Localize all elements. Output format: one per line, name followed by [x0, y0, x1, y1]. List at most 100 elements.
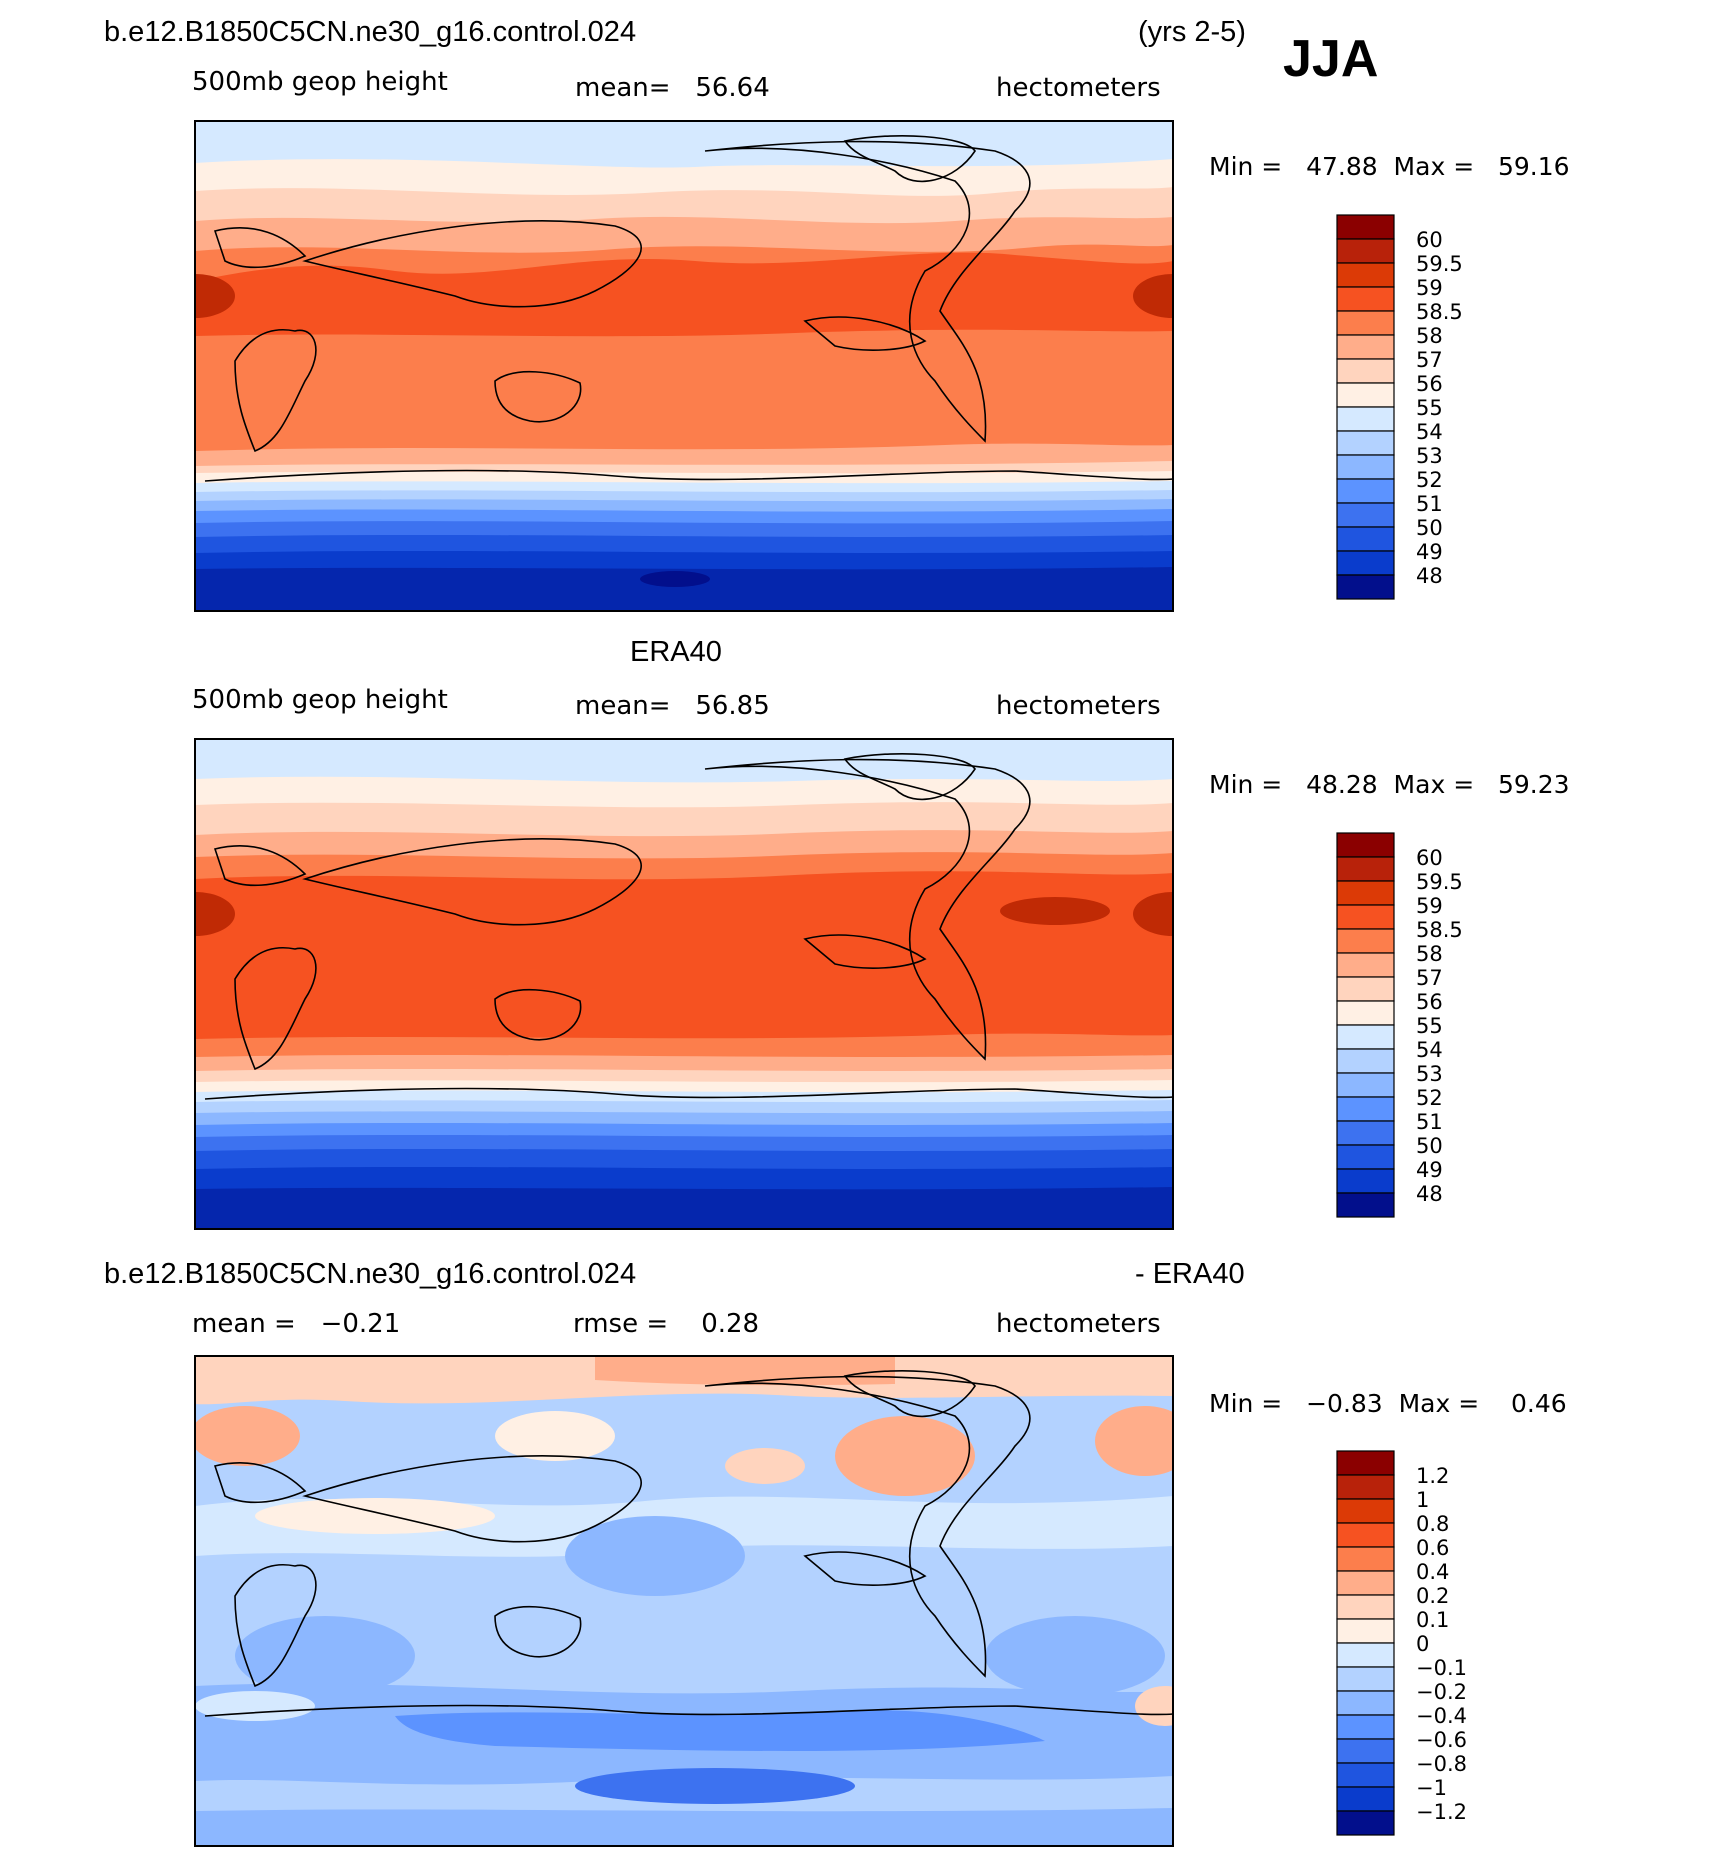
contour-field [195, 1356, 1173, 1846]
colorbar-tick-label: 55 [1416, 396, 1443, 420]
colorbar-box [1336, 1738, 1395, 1764]
contour-max [1133, 892, 1173, 936]
colorbar-tick-label: 0.2 [1416, 1584, 1449, 1608]
panel-header-center: ERA40 [630, 636, 722, 668]
colorbar-tick-label: 53 [1416, 444, 1443, 468]
contour-field [195, 739, 1173, 1229]
contour-band-46 [195, 1187, 1173, 1229]
colorbar-box [1336, 1690, 1395, 1716]
colorbar-box [1336, 1546, 1395, 1572]
colorbar-tick-label: 59.5 [1416, 252, 1463, 276]
colorbar-box [1336, 1642, 1395, 1668]
colorbar-box [1336, 1192, 1395, 1218]
colorbar-box [1336, 502, 1395, 528]
colorbar-tick-label: −0.6 [1416, 1728, 1467, 1752]
panel-stat-mean: mean= 56.85 [575, 691, 770, 721]
colorbar-box [1336, 1000, 1395, 1026]
colorbar-tick-label: 54 [1416, 420, 1443, 444]
colorbar-tick-label: 50 [1416, 516, 1443, 540]
contour-blob [565, 1516, 745, 1596]
colorbar-tick-label: 56 [1416, 990, 1443, 1014]
colorbar-tick-label: 52 [1416, 468, 1443, 492]
colorbar-box [1336, 1570, 1395, 1596]
contour-blob [575, 1768, 855, 1804]
panel-header-right: - ERA40 [1135, 1258, 1245, 1290]
colorbar-box [1336, 382, 1395, 408]
panel-header-left: b.e12.B1850C5CN.ne30_g16.control.024 [104, 16, 636, 48]
colorbar-box [1336, 1594, 1395, 1620]
contour-min [640, 571, 710, 587]
colorbar-tick-label: 57 [1416, 966, 1443, 990]
colorbar-box [1336, 1474, 1395, 1500]
panel-header-left: b.e12.B1850C5CN.ne30_g16.control.024 [104, 1258, 636, 1290]
panel-stat-rmse: rmse = 0.28 [573, 1309, 759, 1339]
panel-minmax: Min = 48.28 Max = 59.23 [1209, 770, 1570, 799]
colorbar-box [1336, 928, 1395, 954]
panel-minmax: Min = 47.88 Max = 59.16 [1209, 152, 1570, 181]
colorbar-tick-label: 59.5 [1416, 870, 1463, 894]
colorbar-tick-label: 58.5 [1416, 918, 1463, 942]
contour-blob [255, 1498, 495, 1534]
colorbar-tick-label: 0 [1416, 1632, 1429, 1656]
colorbar-tick-label: 48 [1416, 1182, 1443, 1206]
colorbar-tick-label: −0.2 [1416, 1680, 1467, 1704]
colorbar-box [1336, 976, 1395, 1002]
colorbar-box [1336, 1168, 1395, 1194]
contour-blob [195, 1691, 315, 1721]
colorbar-tick-label: 0.8 [1416, 1512, 1449, 1536]
map-frame [194, 738, 1174, 1230]
contour-blob [195, 1406, 300, 1466]
colorbar-tick-label: 49 [1416, 1158, 1443, 1182]
colorbar-box [1336, 904, 1395, 930]
colorbar-box [1336, 454, 1395, 480]
colorbar-tick-label: 51 [1416, 492, 1443, 516]
colorbar-tick-label: 50 [1416, 1134, 1443, 1158]
map-plot [194, 120, 1174, 612]
panel-obs: ERA40 500mb geop height mean= 56.85 hect… [192, 636, 1570, 1230]
colorbar-tick-label: 56 [1416, 372, 1443, 396]
contour-max [195, 274, 235, 318]
panel-units: hectometers [996, 1309, 1161, 1339]
colorbar-box [1336, 1072, 1395, 1098]
colorbar-box [1336, 1714, 1395, 1740]
colorbar-tick-label: 54 [1416, 1038, 1443, 1062]
contour-max [1000, 897, 1110, 925]
colorbar-tick-label: 58 [1416, 324, 1443, 348]
colorbar-box [1336, 358, 1395, 384]
colorbar-box [1336, 214, 1395, 240]
colorbar-tick-label: 55 [1416, 1014, 1443, 1038]
colorbar-tick-label: 49 [1416, 540, 1443, 564]
colorbar: 1.210.80.60.40.20.10−0.1−0.2−0.4−0.6−0.8… [1336, 1450, 1467, 1836]
map-frame [194, 1355, 1174, 1847]
panel-minmax: Min = −0.83 Max = 0.46 [1209, 1389, 1567, 1418]
colorbar-box [1336, 832, 1395, 858]
colorbar-box [1336, 286, 1395, 312]
colorbar-box [1336, 1450, 1395, 1476]
colorbar-box [1336, 856, 1395, 882]
colorbar-tick-label: −0.8 [1416, 1752, 1467, 1776]
colorbar-tick-label: 60 [1416, 228, 1443, 252]
colorbar-box [1336, 1024, 1395, 1050]
contour-band-polar [195, 1808, 1173, 1846]
colorbar-tick-label: −0.4 [1416, 1704, 1467, 1728]
panel-subtitle: 500mb geop height [192, 685, 448, 715]
colorbar-tick-label: 58.5 [1416, 300, 1463, 324]
panel-stat-mean: mean= 56.64 [575, 73, 770, 103]
colorbar-tick-label: −1 [1416, 1776, 1447, 1800]
contour-blob [1135, 1686, 1173, 1726]
colorbar-tick-label: 48 [1416, 564, 1443, 588]
colorbar-box [1336, 1522, 1395, 1548]
colorbar-box [1336, 334, 1395, 360]
coastlines [204, 135, 1174, 482]
contour-band-neg2 [395, 1710, 1045, 1751]
colorbar-box [1336, 1810, 1395, 1836]
colorbar-box [1336, 1120, 1395, 1146]
contour-blob [1095, 1406, 1173, 1476]
colorbar-box [1336, 1762, 1395, 1788]
colorbar-tick-label: −0.1 [1416, 1656, 1467, 1680]
panel-model: b.e12.B1850C5CN.ne30_g16.control.024 (yr… [104, 16, 1570, 612]
colorbar-box [1336, 880, 1395, 906]
contour-band-47 [195, 567, 1173, 611]
